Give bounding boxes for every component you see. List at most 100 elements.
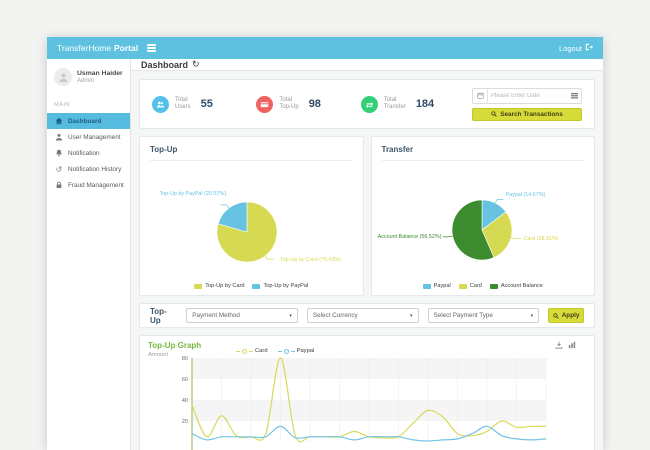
legend-item[interactable]: Card xyxy=(236,348,268,354)
apply-button[interactable]: Apply xyxy=(548,308,584,323)
sidebar-item-user-management[interactable]: User Management xyxy=(47,129,130,145)
topbar: TransferHome Portal Logout xyxy=(47,37,603,59)
date-field-row xyxy=(472,87,582,104)
legend-dash xyxy=(249,350,253,352)
refresh-icon[interactable]: ↻ xyxy=(192,59,200,69)
topup-line-chart[interactable]: 80 60 40 20 xyxy=(148,352,588,450)
stat-label-top: Total xyxy=(175,97,188,103)
legend-item[interactable]: Card xyxy=(458,283,482,289)
stat-total-users: Total Users 55 xyxy=(152,95,256,113)
stat-label-bottom: Top-Up xyxy=(279,104,299,110)
sidebar-item-label: Notification xyxy=(68,149,100,157)
y-tick-label: 40 xyxy=(182,398,188,404)
user-name: Usman Haider xyxy=(77,70,123,77)
logout-button[interactable]: Logout xyxy=(559,43,593,53)
legend-marker xyxy=(242,348,247,354)
chevron-down-icon: ▾ xyxy=(410,312,413,319)
legend-swatch xyxy=(458,283,467,289)
pie-slice[interactable] xyxy=(216,201,278,263)
sidebar-nav: Dashboard User Management Notification ↺ xyxy=(47,113,130,193)
graph-title: Top-Up Graph xyxy=(148,341,202,350)
sidebar: Usman Haider Admin MAIN Dashboard User M… xyxy=(47,59,131,450)
legend-label: Paypal xyxy=(296,348,315,354)
avatar xyxy=(54,68,72,86)
sign-out-icon xyxy=(585,43,593,53)
topup-pie-card: Top-Up Top-Up by PayPal (20.57%) Top-Up … xyxy=(139,136,364,296)
user-icon xyxy=(55,133,63,141)
stat-label-bottom: Users xyxy=(175,104,191,110)
legend-label: Card xyxy=(255,348,268,354)
legend-item[interactable]: Account Balance xyxy=(489,283,543,289)
page-title: Dashboard xyxy=(141,59,189,70)
user-profile: Usman Haider Admin xyxy=(47,59,130,94)
brand: TransferHome Portal xyxy=(57,43,157,53)
currency-select[interactable]: Select Currency ▾ xyxy=(306,308,419,323)
list-menu-icon[interactable] xyxy=(568,92,581,99)
legend-swatch xyxy=(422,283,431,289)
brand-bold: Portal xyxy=(114,43,139,53)
chart-type-icon[interactable] xyxy=(568,341,576,349)
sidebar-item-label: Dashboard xyxy=(68,117,102,125)
history-icon: ↺ xyxy=(55,164,63,174)
sidebar-item-notification[interactable]: Notification xyxy=(47,145,130,161)
y-tick-label: 20 xyxy=(182,419,188,425)
chevron-down-icon: ▾ xyxy=(289,312,292,319)
legend-item[interactable]: Top-Up by PayPal xyxy=(252,283,308,289)
legend-dash xyxy=(290,350,295,352)
legend-swatch xyxy=(489,283,498,289)
app-window: TransferHome Portal Logout Usman Haider … xyxy=(47,37,603,450)
transfer-pie-chart[interactable] xyxy=(442,190,522,270)
pie-label-card: Card (28.81%) xyxy=(523,236,559,242)
sidebar-item-label: Notification History xyxy=(68,165,122,173)
pie-slice[interactable] xyxy=(217,201,248,233)
stat-label-top: Total xyxy=(383,97,397,103)
legend-label: Paypal xyxy=(433,283,451,289)
pie-label-connector xyxy=(264,255,274,260)
sidebar-item-dashboard[interactable]: Dashboard xyxy=(47,113,130,129)
bell-icon xyxy=(55,149,63,157)
stat-value: 98 xyxy=(308,98,321,110)
download-icon[interactable] xyxy=(555,341,563,349)
y-tick-label: 80 xyxy=(182,356,188,362)
pie-label-connector xyxy=(220,204,230,209)
date-input[interactable] xyxy=(488,92,568,99)
pie-label-paypal: Top-Up by PayPal (20.57%) xyxy=(159,191,226,197)
pie-label-connector xyxy=(510,237,521,239)
legend-swatch xyxy=(252,283,261,289)
home-icon xyxy=(55,117,63,125)
search-transactions-label: Search Transactions xyxy=(500,110,563,118)
topup-pie-chart[interactable] xyxy=(207,192,287,272)
stat-total-topup: Total Top-Up 98 xyxy=(256,95,360,113)
legend-item[interactable]: Paypal xyxy=(422,283,451,289)
select-value: Select Currency xyxy=(312,312,358,319)
transaction-search-box: Search Transactions xyxy=(472,87,582,121)
legend-item[interactable]: Paypal xyxy=(277,348,315,354)
page-header: Dashboard ↻ xyxy=(131,59,603,71)
payment-method-select[interactable]: Payment Method ▾ xyxy=(186,308,298,323)
calendar-icon xyxy=(473,88,488,103)
legend-label: Account Balance xyxy=(500,283,543,289)
chevron-down-icon: ▾ xyxy=(530,312,534,319)
stat-value: 55 xyxy=(200,98,213,110)
menu-toggle-icon[interactable] xyxy=(147,44,157,52)
series-line-paypal xyxy=(191,425,547,442)
pie-label-account-balance: Account Balance (56.52%) xyxy=(377,234,442,240)
pie-slice[interactable] xyxy=(451,199,494,261)
pie-label-connector xyxy=(442,235,453,238)
graph-y-axis-title: Amount xyxy=(148,352,168,358)
search-transactions-button[interactable]: Search Transactions xyxy=(472,107,582,121)
sidebar-item-fraud-management[interactable]: Fraud Management xyxy=(47,177,130,193)
sidebar-item-notification-history[interactable]: ↺ Notification History xyxy=(47,161,130,177)
lock-icon xyxy=(55,181,63,189)
topup-graph-card: Top-Up Graph Amount Card Paypal 80 60 40 20 xyxy=(139,335,595,450)
legend-item[interactable]: Top-Up by Card xyxy=(194,283,244,289)
legend-dash xyxy=(277,350,282,352)
topup-pie-title: Top-Up xyxy=(150,145,353,161)
transfer-pie-legend: Paypal Card Account Balance xyxy=(372,283,595,289)
select-value: Payment Method xyxy=(192,312,240,319)
sidebar-section-label: MAIN xyxy=(54,102,71,108)
stat-label-top: Total xyxy=(279,97,293,103)
graph-legend: Card Paypal xyxy=(236,348,314,354)
legend-dash xyxy=(236,350,240,352)
payment-type-select[interactable]: Select Payment Type ▾ xyxy=(427,308,540,323)
